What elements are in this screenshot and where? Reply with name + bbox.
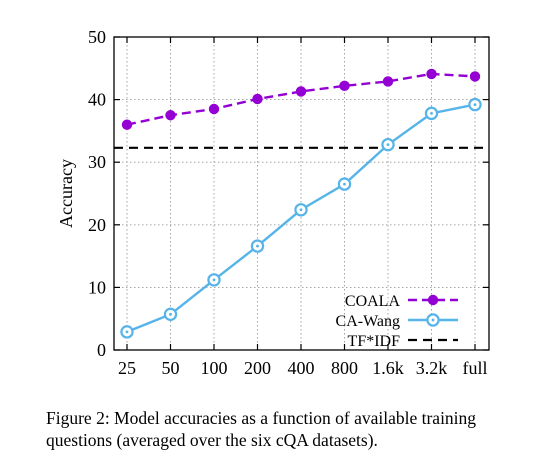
x-tick-labels: 25 50 100 200 400 800 1.6k 3.2k full bbox=[118, 358, 488, 378]
coala-point bbox=[339, 80, 350, 92]
x-tick-label: 1.6k bbox=[372, 358, 404, 378]
legend-label-coala: COALA bbox=[345, 293, 401, 310]
ca-wang-point-center bbox=[473, 103, 477, 107]
y-tick-label: 0 bbox=[97, 340, 106, 360]
legend: COALA CA-Wang TF*IDF bbox=[336, 293, 458, 350]
y-tick-label: 40 bbox=[88, 90, 106, 110]
ca-wang-point-center bbox=[169, 312, 172, 316]
x-tick-label: 3.2k bbox=[416, 358, 448, 378]
series-layer bbox=[120, 68, 482, 339]
caption-line-1: Figure 2: Model accuracies as a function… bbox=[46, 408, 477, 428]
ca-wang-point-center bbox=[299, 208, 303, 212]
caption-line-2: questions (averaged over the six cQA dat… bbox=[46, 430, 378, 450]
y-tick-label: 20 bbox=[88, 215, 106, 235]
coala-point bbox=[382, 76, 394, 87]
coala-point bbox=[252, 93, 263, 105]
legend-label-ca-wang: CA-Wang bbox=[336, 313, 400, 330]
y-tick-label: 50 bbox=[88, 27, 106, 47]
ca-wang-point-center bbox=[430, 111, 433, 115]
ca-wang-point-center bbox=[343, 182, 346, 186]
ca-wang-point-center bbox=[212, 278, 216, 282]
x-tick-label: 200 bbox=[244, 358, 271, 378]
x-tick-label: 100 bbox=[201, 358, 228, 378]
x-tick-label: 50 bbox=[162, 358, 180, 378]
x-tick-label: full bbox=[463, 358, 488, 378]
coala-point bbox=[469, 71, 481, 82]
figure-caption: Figure 2: Model accuracies as a function… bbox=[46, 407, 536, 451]
y-tick-labels: 0 10 20 30 40 50 bbox=[88, 27, 106, 360]
accuracy-line-chart: 0 10 20 30 40 50 25 50 100 200 400 800 1.6k 3.2k full… bbox=[56, 27, 490, 378]
coala-point bbox=[208, 103, 220, 115]
x-tick-label: 800 bbox=[331, 358, 358, 378]
x-tick-label: 400 bbox=[288, 358, 315, 378]
ca-wang-point-center bbox=[386, 143, 390, 147]
y-axis-label: Accuracy bbox=[56, 159, 76, 228]
y-tick-label: 30 bbox=[88, 152, 106, 172]
coala-point bbox=[121, 119, 133, 130]
legend-marker-coala bbox=[427, 294, 439, 306]
coala-point bbox=[295, 86, 307, 97]
coala-point bbox=[165, 110, 176, 121]
coala-series-line bbox=[126, 72, 476, 126]
coala-point bbox=[426, 68, 437, 80]
axis-ticks bbox=[114, 36, 489, 351]
ca-wang-point-center bbox=[256, 244, 259, 248]
ca-wang-point-center bbox=[125, 330, 129, 334]
legend-label-tf-idf: TF*IDF bbox=[348, 333, 401, 350]
y-tick-label: 10 bbox=[88, 277, 106, 297]
legend-marker-center-ca-wang bbox=[431, 318, 435, 322]
x-tick-label: 25 bbox=[118, 358, 136, 378]
